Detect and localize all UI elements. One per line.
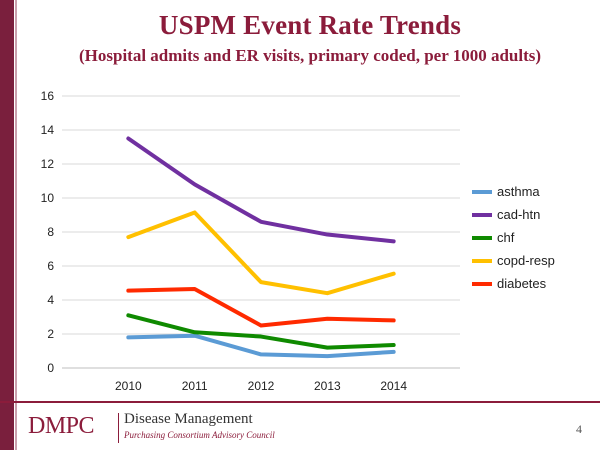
x-tick-label: 2010 <box>115 379 142 393</box>
y-tick-label: 16 <box>41 89 55 103</box>
page-number: 4 <box>576 422 582 437</box>
org-name: Disease Management <box>124 411 253 428</box>
y-tick-label: 4 <box>47 293 54 307</box>
x-tick-label: 2012 <box>248 379 275 393</box>
x-tick-label: 2014 <box>380 379 407 393</box>
legend-label-copd-resp: copd-resp <box>497 253 555 268</box>
y-tick-label: 12 <box>41 157 55 171</box>
logo-separator <box>118 413 119 443</box>
legend-label-asthma: asthma <box>497 184 540 199</box>
y-tick-label: 0 <box>47 361 54 375</box>
series-line-copd-resp <box>128 212 393 293</box>
dmpc-logo: DMPC <box>28 413 94 440</box>
y-tick-label: 8 <box>47 225 54 239</box>
series-line-cad-htn <box>128 139 393 242</box>
series-line-diabetes <box>128 289 393 326</box>
y-tick-label: 14 <box>41 123 55 137</box>
x-tick-label: 2013 <box>314 379 341 393</box>
legend-label-chf: chf <box>497 230 515 245</box>
line-chart: 0 2 4 6 8 10 12 14 16 2010 2011 2012 2013 2014 asthma c… <box>0 0 600 400</box>
footer-divider <box>0 401 600 403</box>
y-tick-label: 10 <box>41 191 55 205</box>
org-subtitle: Purchasing Consortium Advisory Council <box>124 430 275 440</box>
legend-label-diabetes: diabetes <box>497 276 547 291</box>
y-tick-label: 6 <box>47 259 54 273</box>
x-tick-label: 2011 <box>182 379 208 393</box>
legend-label-cad-htn: cad-htn <box>497 207 540 222</box>
y-tick-label: 2 <box>47 327 54 341</box>
